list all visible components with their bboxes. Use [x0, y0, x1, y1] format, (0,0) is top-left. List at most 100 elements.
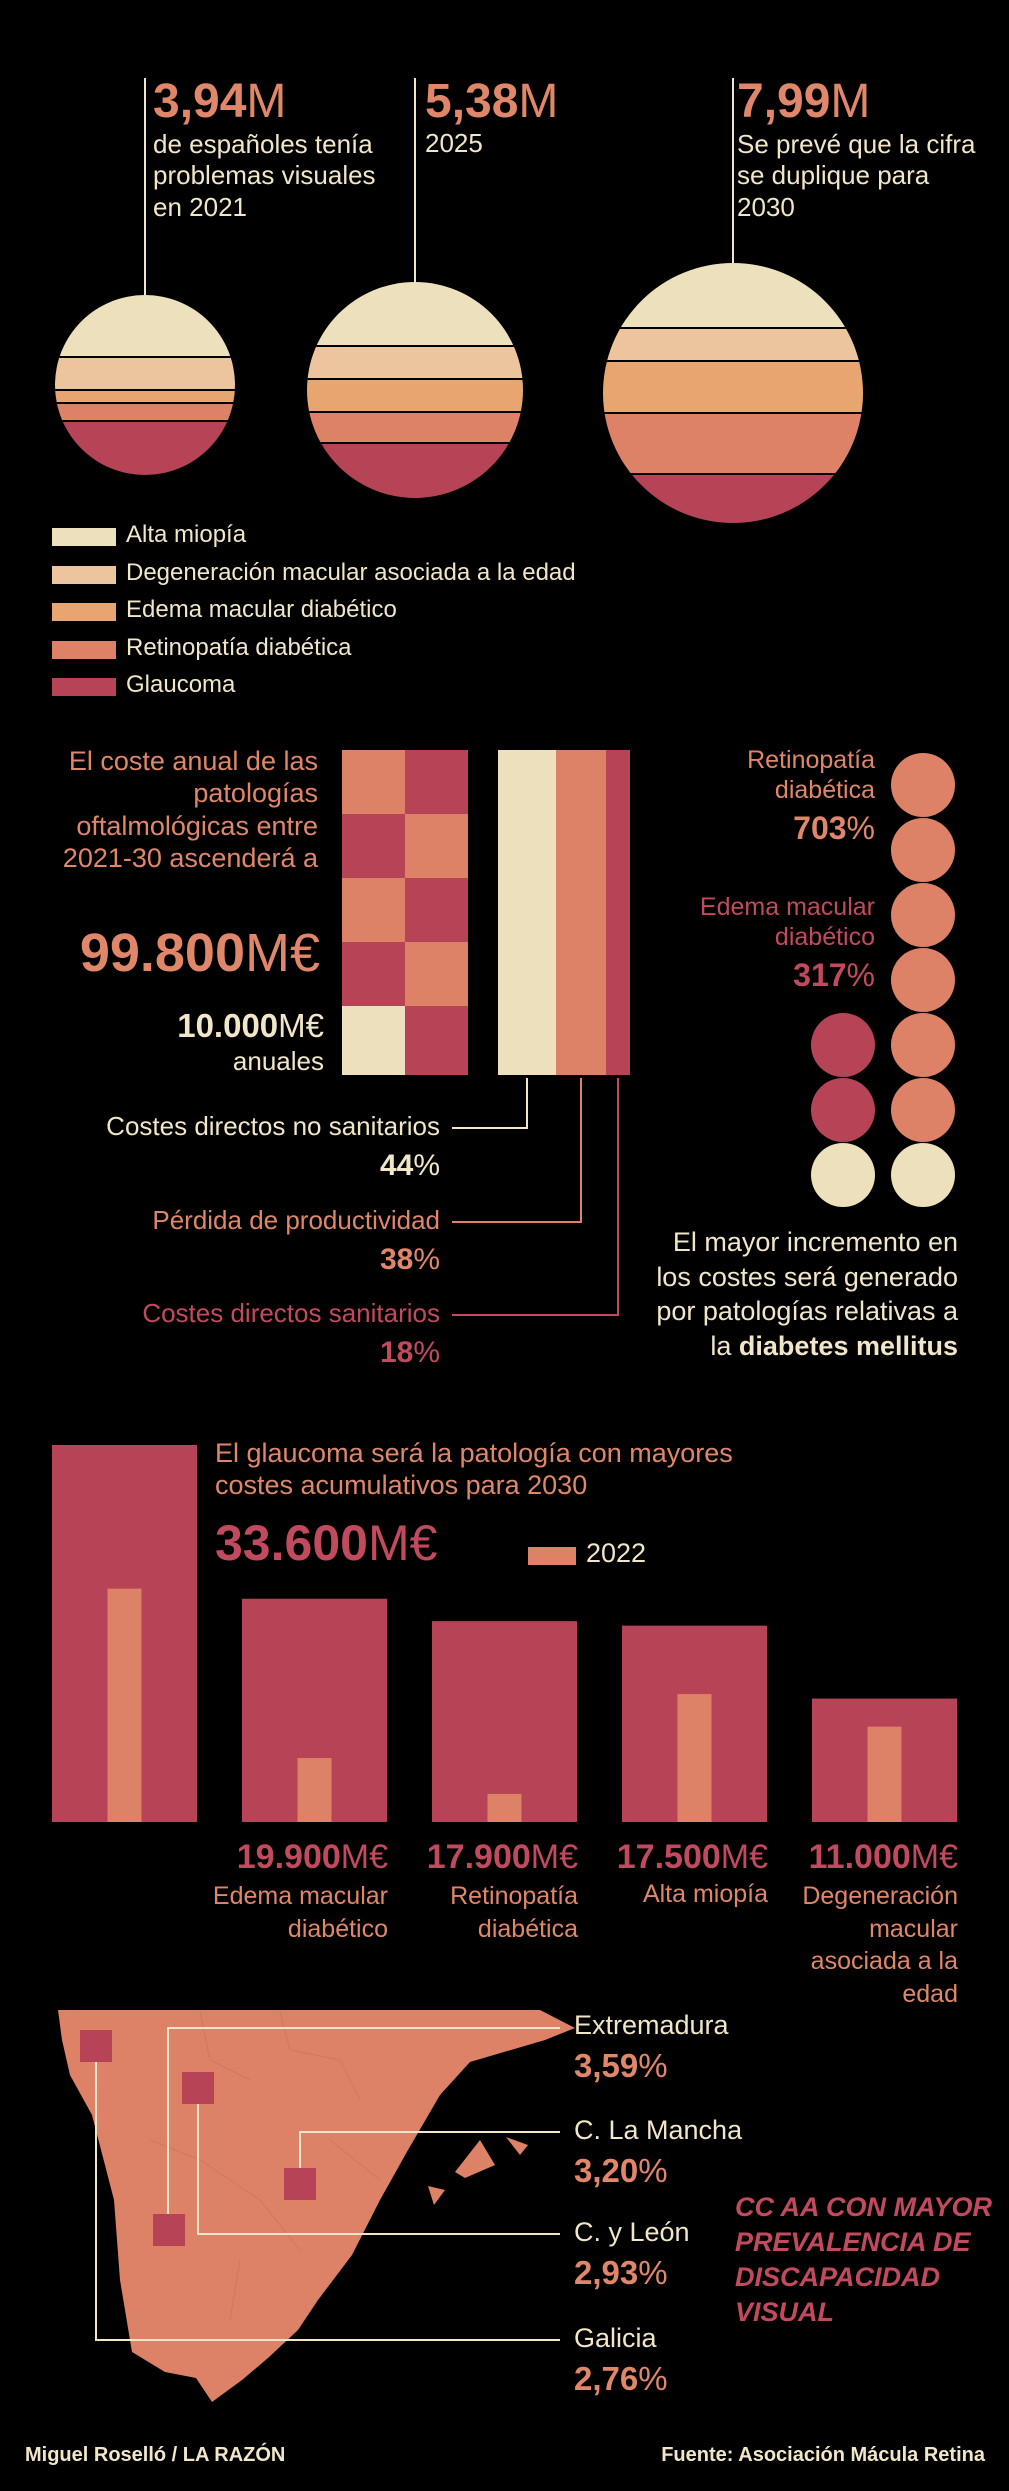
breakdown-sanitarios-num: 18 [379, 1336, 414, 1369]
bar-degeneracion-label: Degeneración macular asociada a la edad [802, 1882, 958, 2008]
increment-retinopatia-num: 703 [793, 810, 847, 846]
circle-2021-label: 3,94M de españoles tenía problemas visua… [153, 74, 393, 223]
legend-2022-swatch [528, 1547, 576, 1565]
circle-2021-caption: de españoles tenía problemas visuales en… [153, 129, 376, 222]
circle-2030-value: 7,99 [737, 75, 831, 128]
increment-edema-num: 317 [793, 957, 847, 993]
breakdown-no-sanitarios-label: Costes directos no sanitarios [106, 1111, 440, 1141]
costs-total: 99.800M€ [30, 922, 320, 984]
circle-2021-unit: M [246, 75, 287, 128]
breakdown-productividad-label: Pérdida de productividad [152, 1205, 440, 1235]
region-cmancha-num: 3,20 [574, 2152, 639, 2189]
increment-retinopatia-value: 703% [660, 810, 875, 847]
bar-degeneracion-value-num: 11.000 [808, 1838, 911, 1876]
legend-degeneracion: Degeneración macular asociada a la edad [126, 559, 576, 586]
costs-total-unit: M€ [244, 923, 320, 983]
costs-annual: 10.000M€ [60, 1007, 324, 1045]
bar-miopia-value-num: 17.500 [616, 1838, 721, 1876]
circle-2025-value: 5,38 [425, 75, 519, 128]
increment-edema-label: Edema macular diabético [699, 893, 875, 951]
bar-degeneracion-value-unit: M€ [910, 1838, 958, 1876]
breakdown-no-sanitarios-unit: % [413, 1149, 440, 1182]
bar-2022-edema [297, 1758, 332, 1822]
region-cmancha-label: C. La Mancha [574, 2115, 743, 2145]
breakdown-productividad-unit: % [413, 1243, 440, 1276]
circle-2025-label: 5,38M 2025 [425, 74, 605, 159]
costs-intro: El coste anual de las patologías oftalmo… [62, 746, 318, 874]
bar-2022-retinopatia [487, 1793, 522, 1822]
region-cyleon-unit: % [638, 2254, 668, 2291]
costs-annual-label: anuales [232, 1046, 324, 1076]
bar-miopia-value: 17.500M€ [550, 1838, 768, 1877]
bar-miopia-value-unit: M€ [720, 1838, 768, 1876]
glaucoma-value: 33.600M€ [215, 1515, 437, 1573]
region-cyleon-num: 2,93 [574, 2254, 639, 2291]
region-cmancha-unit: % [638, 2152, 668, 2189]
increment-retinopatia-label: Retinopatía diabética [747, 746, 875, 804]
bar-2022-miopia [677, 1694, 712, 1822]
circle-2030-unit: M [830, 75, 871, 128]
glaucoma-value-unit: M€ [367, 1515, 438, 1571]
legend-retinopatia: Retinopatía diabética [126, 634, 352, 661]
increment-retinopatia-unit: % [846, 810, 875, 846]
legend-2022-label: 2022 [586, 1538, 647, 1568]
increment-note-text: El mayor incremento en los costes será g… [656, 1227, 958, 1361]
region-galicia-label: Galicia [574, 2323, 657, 2353]
breakdown-sanitarios-value: 18% [240, 1336, 440, 1371]
cost-checkerboard [342, 750, 468, 1075]
legend-swatches [52, 528, 116, 696]
bar-edema-label: Edema macular diabético [212, 1882, 388, 1943]
bar-2022-degeneracion [867, 1726, 902, 1822]
increment-dots [811, 753, 955, 1207]
circle-2030-caption: Se prevé que la cifra se duplique para 2… [737, 129, 976, 222]
footer-author: Miguel Roselló / LA RAZÓN [25, 2444, 286, 2466]
glaucoma-headline: El glaucoma será la patología con mayore… [215, 1438, 733, 1501]
costs-annual-unit: M€ [278, 1007, 324, 1044]
breakdown-no-sanitarios-value: 44% [240, 1149, 440, 1184]
increment-edema-unit: % [846, 957, 875, 993]
footer-source: Fuente: Asociación Mácula Retina [661, 2444, 985, 2466]
region-extremadura-value: 3,59% [574, 2047, 668, 2085]
bar-edema-value-num: 19.900 [236, 1838, 341, 1876]
circle-2021-value: 3,94 [153, 75, 247, 128]
region-galicia-value: 2,76% [574, 2360, 668, 2398]
region-extremadura-label: Extremadura [574, 2010, 729, 2040]
bar-2030-retinopatia [432, 1621, 577, 1822]
breakdown-sanitarios-unit: % [413, 1336, 440, 1369]
bar-edema-value-unit: M€ [340, 1838, 388, 1876]
breakdown-no-sanitarios-num: 44 [379, 1149, 414, 1182]
region-extremadura-num: 3,59 [574, 2047, 639, 2084]
region-extremadura-unit: % [638, 2047, 668, 2084]
bar-retinopatia-value-num: 17.900 [426, 1838, 531, 1876]
circle-2030-label: 7,99M Se prevé que la cifra se duplique … [737, 74, 977, 223]
bar-retinopatia-value: 17.900M€ [360, 1838, 578, 1877]
bar-edema-value: 19.900M€ [170, 1838, 388, 1877]
bar-retinopatia-label: Retinopatía diabética [450, 1882, 578, 1943]
legend-edema: Edema macular diabético [126, 596, 397, 623]
breakdown-productividad-value: 38% [240, 1243, 440, 1278]
increment-note-bold: diabetes mellitus [738, 1330, 958, 1361]
region-cyleon-value: 2,93% [574, 2254, 668, 2292]
region-cmancha-value: 3,20% [574, 2152, 668, 2190]
legend-alta-miopia: Alta miopía [126, 521, 247, 548]
region-galicia-num: 2,76 [574, 2360, 639, 2397]
circle-2025-unit: M [518, 75, 559, 128]
bar-miopia-label: Alta miopía [642, 1880, 768, 1908]
legend-glaucoma: Glaucoma [126, 671, 236, 698]
costs-total-value: 99.800 [79, 923, 245, 983]
circle-2025-caption: 2025 [425, 128, 483, 159]
increment-edema-value: 317% [660, 957, 875, 994]
region-galicia-unit: % [638, 2360, 668, 2397]
glaucoma-value-num: 33.600 [215, 1515, 368, 1571]
map-title: CC AA CON MAYOR PREVALENCIA DE DISCAPACI… [735, 2192, 992, 2328]
region-cyleon-label: C. y León [574, 2217, 690, 2247]
bar-degeneracion-value: 11.000M€ [740, 1838, 958, 1877]
cost-bars [52, 1445, 957, 1822]
costs-annual-value: 10.000 [177, 1007, 279, 1044]
cost-composition-bar [452, 750, 630, 1316]
bar-2022-glaucoma [107, 1588, 142, 1822]
increment-note: El mayor incremento en los costes será g… [640, 1225, 958, 1363]
spain-map [58, 2010, 575, 2402]
breakdown-productividad-num: 38 [379, 1243, 414, 1276]
